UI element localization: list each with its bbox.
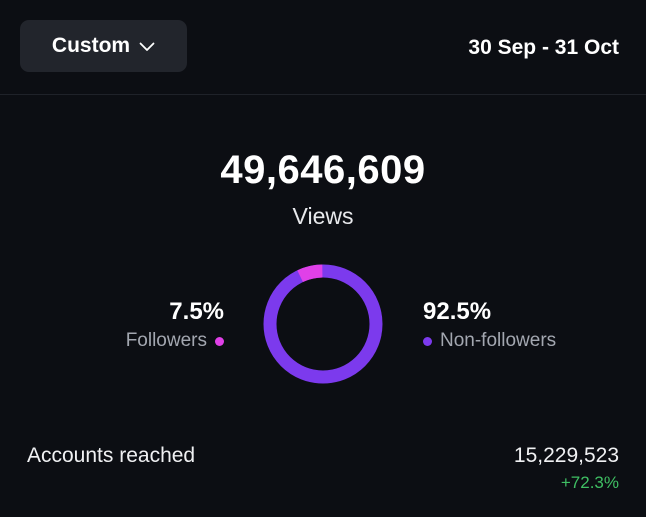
followers-legend: Followers — [126, 330, 224, 352]
accounts-reached-change: +72.3% — [560, 473, 619, 492]
non-followers-percent: 92.5% — [423, 298, 492, 325]
donut-segment-non-followers — [263, 264, 383, 384]
date-range-dropdown-label: Custom — [51, 34, 131, 57]
non-followers-color-dot — [423, 336, 432, 346]
date-range-text: 30 Sep - 31 Oct — [468, 36, 619, 59]
header-bar: Custom 30 Sep - 31 Oct — [0, 0, 646, 95]
accounts-reached-value: 15,229,523 — [513, 444, 619, 467]
date-range-dropdown-button[interactable]: Custom — [20, 20, 187, 72]
followers-stat: 7.5% Followers — [126, 298, 224, 352]
followers-color-dot — [215, 336, 224, 346]
chevron-down-icon — [139, 42, 155, 51]
followers-label: Followers — [125, 330, 207, 351]
total-views-label: Views — [292, 203, 354, 229]
total-views-value: 49,646,609 — [220, 148, 426, 192]
non-followers-legend: Non-followers — [423, 330, 556, 352]
non-followers-stat: 92.5% Non-followers — [423, 298, 556, 352]
accounts-reached-label: Accounts reached — [27, 444, 196, 467]
views-donut-chart — [263, 264, 383, 384]
non-followers-label: Non-followers — [440, 330, 557, 351]
followers-percent: 7.5% — [169, 298, 224, 325]
